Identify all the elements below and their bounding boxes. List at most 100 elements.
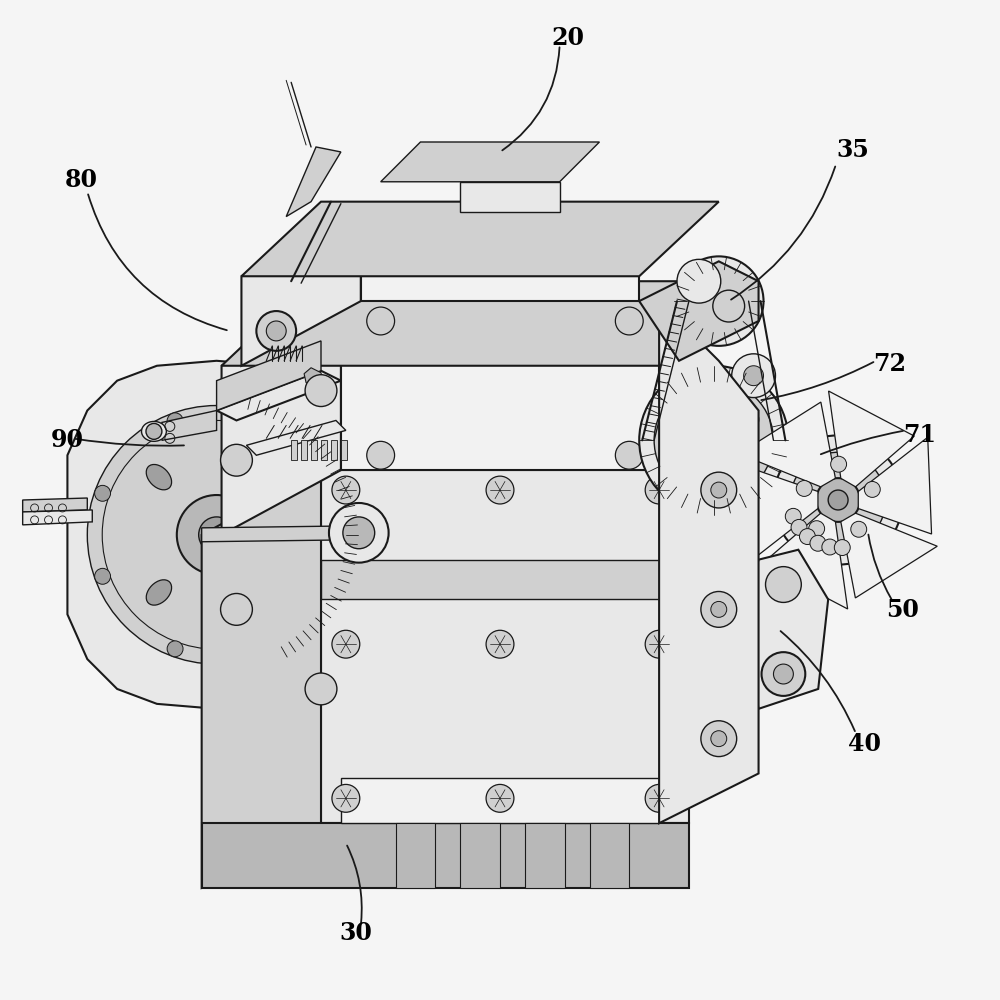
Polygon shape [341,440,347,460]
Circle shape [486,784,514,812]
Polygon shape [829,391,914,487]
Circle shape [323,568,339,584]
Circle shape [615,441,643,469]
Circle shape [744,366,764,386]
Polygon shape [311,440,317,460]
Circle shape [332,784,360,812]
Ellipse shape [146,580,172,605]
Polygon shape [304,368,323,389]
Circle shape [828,490,848,510]
Text: 72: 72 [873,352,906,376]
Polygon shape [341,301,659,470]
Circle shape [645,630,673,658]
Polygon shape [301,440,307,460]
Polygon shape [659,301,759,823]
Circle shape [711,482,727,498]
Text: 80: 80 [64,168,97,192]
Polygon shape [217,341,321,410]
Polygon shape [762,513,848,609]
Circle shape [773,664,793,684]
Circle shape [654,381,773,500]
Polygon shape [341,778,659,823]
Polygon shape [858,437,932,534]
Circle shape [766,567,801,602]
Circle shape [95,568,111,584]
Circle shape [732,354,775,398]
Polygon shape [841,513,937,598]
Polygon shape [286,147,341,217]
Circle shape [689,415,739,465]
Polygon shape [361,212,639,301]
Circle shape [256,311,296,351]
Circle shape [741,410,759,428]
Circle shape [669,410,687,428]
Circle shape [687,269,751,333]
Circle shape [329,503,389,563]
Circle shape [851,521,867,537]
Polygon shape [460,182,560,212]
Circle shape [486,476,514,504]
Circle shape [639,366,788,515]
Circle shape [332,476,360,504]
Polygon shape [241,202,719,276]
Ellipse shape [262,464,287,490]
Circle shape [199,517,234,553]
Circle shape [146,423,162,439]
Circle shape [791,519,807,535]
Polygon shape [23,510,92,525]
Polygon shape [321,440,327,460]
Circle shape [701,721,737,757]
Polygon shape [381,142,599,182]
Circle shape [705,473,723,491]
Polygon shape [217,371,341,420]
Polygon shape [222,281,749,366]
Circle shape [785,508,801,524]
Polygon shape [321,560,689,599]
Circle shape [810,535,826,551]
Polygon shape [67,361,361,709]
Circle shape [701,472,737,508]
Circle shape [486,630,514,658]
Polygon shape [162,410,217,440]
Polygon shape [460,823,500,888]
Circle shape [645,476,673,504]
Text: 71: 71 [903,423,936,447]
Polygon shape [331,440,337,460]
Circle shape [645,784,673,812]
Polygon shape [246,420,346,455]
Circle shape [864,481,880,497]
Circle shape [323,485,339,501]
Polygon shape [639,261,759,361]
Circle shape [711,731,727,747]
Circle shape [305,375,337,407]
Polygon shape [202,526,354,542]
Polygon shape [202,823,689,888]
Polygon shape [744,550,828,709]
Circle shape [305,673,337,705]
Circle shape [266,321,286,341]
Text: 20: 20 [552,26,585,50]
Circle shape [167,413,183,429]
Polygon shape [202,470,321,888]
Polygon shape [241,212,361,366]
Text: 40: 40 [848,732,881,756]
Circle shape [773,435,903,565]
Circle shape [704,430,724,450]
Circle shape [250,413,266,429]
Circle shape [367,307,395,335]
Polygon shape [321,470,689,823]
Circle shape [831,456,847,472]
Circle shape [796,481,812,496]
Circle shape [332,630,360,658]
Circle shape [367,441,395,469]
Text: 50: 50 [886,598,919,622]
Polygon shape [590,823,629,888]
Ellipse shape [142,421,166,441]
Circle shape [674,256,764,346]
Polygon shape [739,402,835,487]
Circle shape [822,539,838,555]
Text: 30: 30 [339,921,372,945]
Circle shape [790,452,886,548]
Text: 35: 35 [836,138,869,162]
Circle shape [705,287,733,315]
